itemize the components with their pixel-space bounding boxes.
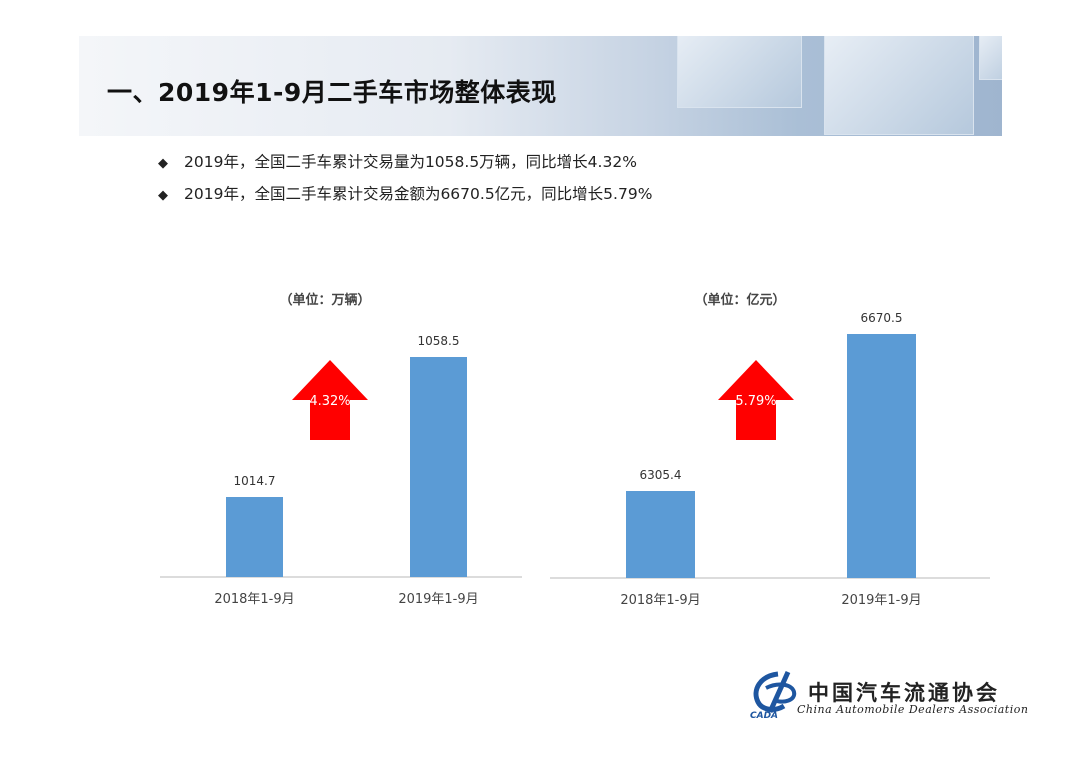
category-label: 2019年1-9月 (398, 592, 478, 607)
growth-arrow (292, 360, 368, 440)
bullet-text: 2019年，全国二手车累计交易金额为6670.5亿元，同比增长5.79% (184, 185, 653, 203)
cada-logo: CADA (750, 670, 797, 720)
bar (410, 357, 467, 577)
bullet-item: ◆ 2019年，全国二手车累计交易金额为6670.5亿元，同比增长5.79% (158, 182, 652, 204)
logo-chinese-name: 中国汽车流通协会 (808, 680, 1000, 705)
volume-bar-chart: （单位：万辆） 1014.7 2018年1-9月 1058.5 2019年1-9月 4.3… (160, 292, 522, 607)
logo-mark-text: CADA (750, 711, 778, 720)
bar (626, 491, 695, 578)
category-label: 2018年1-9月 (620, 593, 700, 608)
data-label: 1014.7 (234, 474, 276, 488)
page-title: 一、2019年1-9月二手车市场整体表现 (107, 78, 557, 107)
bullet-text: 2019年，全国二手车累计交易量为1058.5万辆，同比增长4.32% (184, 153, 637, 171)
value-bar-chart: （单位：亿元） 6305.4 2018年1-9月 6670.5 2019年1-9月 5.7… (550, 292, 990, 608)
growth-label: 5.79% (735, 394, 776, 409)
data-label: 6670.5 (861, 311, 903, 325)
bullet-item: ◆ 2019年，全国二手车累计交易量为1058.5万辆，同比增长4.32% (158, 150, 637, 172)
decorative-cube (979, 36, 1002, 80)
category-label: 2019年1-9月 (841, 593, 921, 608)
diamond-icon: ◆ (158, 156, 168, 171)
bar (226, 497, 283, 577)
decorative-cube (677, 36, 802, 108)
decorative-cube (824, 36, 974, 135)
header-banner (79, 36, 1002, 136)
unit-label: （单位：亿元） (694, 292, 785, 308)
bar (847, 334, 916, 578)
data-label: 6305.4 (640, 468, 682, 482)
growth-label: 4.32% (309, 394, 350, 409)
logo-english-name: China Automobile Dealers Association (797, 703, 1029, 716)
data-label: 1058.5 (418, 334, 460, 348)
unit-label: （单位：万辆） (279, 292, 370, 308)
diamond-icon: ◆ (158, 188, 168, 203)
growth-arrow (718, 360, 794, 440)
category-label: 2018年1-9月 (214, 592, 294, 607)
